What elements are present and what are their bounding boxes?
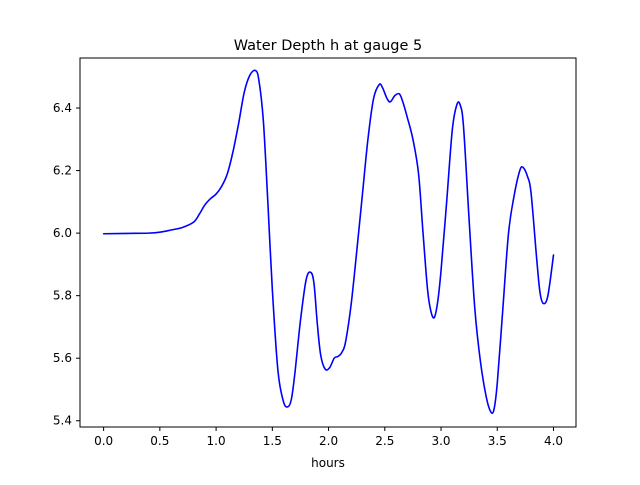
y-tick-label: 5.4: [53, 414, 72, 428]
plot-layer: [102, 69, 555, 415]
x-axis-ticks: 0.0 0.5 1.0 1.5 2.0 2.5 3.0 3.5 4.0: [94, 427, 563, 448]
x-tick-label: 1.0: [207, 434, 226, 448]
x-tick-label: 1.5: [263, 434, 282, 448]
y-axis-ticks: 5.4 5.6 5.8 6.0 6.2 6.4: [53, 101, 80, 428]
x-tick-label: 0.5: [150, 434, 169, 448]
series-line-0: [102, 69, 555, 415]
y-tick-label: 6.0: [53, 226, 72, 240]
x-tick-label: 3.5: [488, 434, 507, 448]
x-axis-label: hours: [311, 456, 345, 470]
x-tick-label: 2.0: [319, 434, 338, 448]
y-tick-label: 5.6: [53, 351, 72, 365]
x-tick-label: 4.0: [544, 434, 563, 448]
y-tick-label: 5.8: [53, 289, 72, 303]
x-tick-label: 0.0: [94, 434, 113, 448]
y-tick-label: 6.4: [53, 101, 72, 115]
y-tick-label: 6.2: [53, 164, 72, 178]
plot-frame: [79, 57, 577, 428]
x-tick-label: 2.5: [375, 434, 394, 448]
x-tick-label: 3.0: [431, 434, 450, 448]
chart-title: Water Depth h at gauge 5: [234, 38, 422, 54]
